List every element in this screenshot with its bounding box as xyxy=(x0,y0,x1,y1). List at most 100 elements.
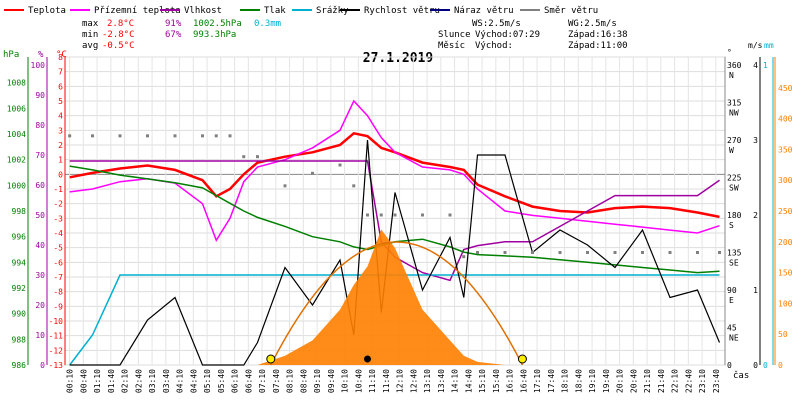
series-sm-r-v-tru-point-7 xyxy=(228,134,232,138)
direction-name-1: NW xyxy=(729,109,739,118)
time-tick-3: 01:40 xyxy=(107,369,116,393)
series-sm-r-v-tru-point-28 xyxy=(696,251,699,254)
x-axis-labels: 00:10 00:40 01:10 01:40 02:10 02:40 03:10 03:40… xyxy=(66,369,750,393)
pressure-axis-label: hPa xyxy=(3,50,19,60)
temp-tick-0: 8 xyxy=(58,53,63,62)
time-tick-33: 16:40 xyxy=(519,369,528,393)
direction-name-6: E xyxy=(729,296,734,305)
direction-name-3: SW xyxy=(729,184,739,193)
legend-label-1: Přízemní teplota xyxy=(94,6,181,16)
direction-name-4: S xyxy=(729,221,734,230)
stat-max-label: max xyxy=(82,19,99,29)
sun-set: Západ:16:38 xyxy=(568,30,628,40)
solar-tick-2: 350 xyxy=(778,145,793,154)
pressure-tick-7: 994 xyxy=(12,258,27,267)
series-sm-r-v-tru-point-0 xyxy=(68,134,72,138)
stat-max-hum: 91% xyxy=(165,19,182,29)
legend-label-6: Náraz větru xyxy=(454,6,514,16)
time-tick-20: 10:10 xyxy=(341,369,350,393)
stat-max-press: 1002.5hPa xyxy=(193,19,242,29)
temp-axis-label: °C xyxy=(56,50,67,60)
time-tick-32: 16:10 xyxy=(506,369,515,393)
direction-name-2: W xyxy=(729,146,734,155)
time-tick-8: 04:10 xyxy=(176,369,185,393)
plot-area xyxy=(68,99,721,366)
time-tick-12: 06:10 xyxy=(231,369,240,393)
time-tick-21: 10:40 xyxy=(354,369,363,393)
time-tick-15: 07:40 xyxy=(272,369,281,393)
rain-tick-1: 0 xyxy=(763,361,768,370)
series-sm-r-v-tru-point-14 xyxy=(366,213,369,217)
sunrise-marker xyxy=(266,354,276,364)
time-tick-1: 00:40 xyxy=(79,369,88,393)
time-tick-45: 22:40 xyxy=(684,369,693,393)
pressure-tick-11: 986 xyxy=(12,361,27,370)
time-tick-24: 12:10 xyxy=(396,369,405,393)
pressure-tick-5: 998 xyxy=(12,207,27,216)
time-tick-9: 04:40 xyxy=(189,369,198,393)
time-tick-47: 23:40 xyxy=(712,369,721,393)
time-tick-28: 14:10 xyxy=(451,369,460,393)
time-tick-14: 07:10 xyxy=(258,369,267,393)
time-tick-41: 20:40 xyxy=(629,369,638,393)
direction-name-5: SE xyxy=(729,259,739,268)
series-sm-r-v-tru-point-6 xyxy=(214,134,218,138)
time-tick-46: 23:10 xyxy=(698,369,707,393)
direction-tick-7: 45 xyxy=(727,324,737,333)
time-tick-22: 11:10 xyxy=(368,369,377,393)
solar-tick-4: 250 xyxy=(778,207,793,216)
time-tick-7: 03:40 xyxy=(162,369,171,393)
time-tick-30: 15:10 xyxy=(478,369,487,393)
solar-tick-7: 100 xyxy=(778,299,793,308)
time-tick-40: 20:10 xyxy=(616,369,625,393)
moon-rise: Východ: xyxy=(475,41,513,51)
series-p-zemn-teplota-line xyxy=(69,99,720,242)
time-tick-42: 21:10 xyxy=(643,369,652,393)
pressure-tick-0: 1008 xyxy=(7,79,26,88)
temp-tick-18: -10 xyxy=(49,317,64,326)
time-tick-34: 17:10 xyxy=(533,369,542,393)
series-teplota-line xyxy=(69,131,720,219)
solar-tick-5: 200 xyxy=(778,238,793,247)
sun-arc xyxy=(270,241,524,366)
time-tick-11: 05:40 xyxy=(217,369,226,393)
series-slune-n-z-en--area xyxy=(69,229,720,365)
legend-label-2: Vlhkost xyxy=(184,6,222,16)
time-axis-label: čas xyxy=(733,370,749,381)
temp-tick-10: -2 xyxy=(53,200,63,209)
humidity-tick-0: 100 xyxy=(31,61,46,70)
temp-tick-13: -5 xyxy=(53,244,63,253)
direction-tick-8: 0 xyxy=(727,361,732,370)
temp-tick-3: 5 xyxy=(58,97,63,106)
moon-set: Západ:11:00 xyxy=(568,41,628,51)
series-sm-r-v-tru-point-25 xyxy=(613,251,617,254)
solar-tick-6: 150 xyxy=(778,269,793,278)
wind-tick-3: 1 xyxy=(753,286,758,295)
temp-tick-20: -12 xyxy=(49,346,64,355)
temp-tick-14: -6 xyxy=(53,258,63,267)
time-tick-37: 18:40 xyxy=(574,369,583,393)
series-sm-r-v-tru-point-3 xyxy=(146,134,149,138)
temp-tick-21: -13 xyxy=(49,361,64,370)
series-sm-r-v-tru-point-2 xyxy=(118,134,122,138)
axes: hPa% °C1008100610041002100099899699499299… xyxy=(3,41,793,370)
series-sm-r-v-tru-point-16 xyxy=(393,213,397,217)
time-tick-23: 11:40 xyxy=(382,369,391,393)
humidity-tick-3: 70 xyxy=(35,151,45,160)
pressure-tick-6: 996 xyxy=(12,233,27,242)
series-sm-r-v-tru-point-5 xyxy=(201,134,204,138)
time-tick-35: 17:40 xyxy=(547,369,556,393)
time-tick-39: 19:40 xyxy=(602,369,611,393)
series-sm-r-v-tru-point-19 xyxy=(462,255,466,259)
solar-tick-3: 300 xyxy=(778,176,793,185)
series-sm-r-v-tru-point-24 xyxy=(586,251,589,254)
time-tick-16: 08:10 xyxy=(286,369,295,393)
humidity-tick-4: 60 xyxy=(35,181,45,190)
sun-label: Slunce xyxy=(438,30,471,40)
temp-tick-17: -9 xyxy=(53,302,63,311)
series-sm-r-v-tru-point-15 xyxy=(379,213,383,217)
series-sm-r-v-tru-point-10 xyxy=(283,184,287,188)
stat-min-press: 993.3hPa xyxy=(193,30,236,40)
chart-title: 27.1.2019 xyxy=(363,51,433,66)
wind-tick-0: 4 xyxy=(753,61,758,70)
